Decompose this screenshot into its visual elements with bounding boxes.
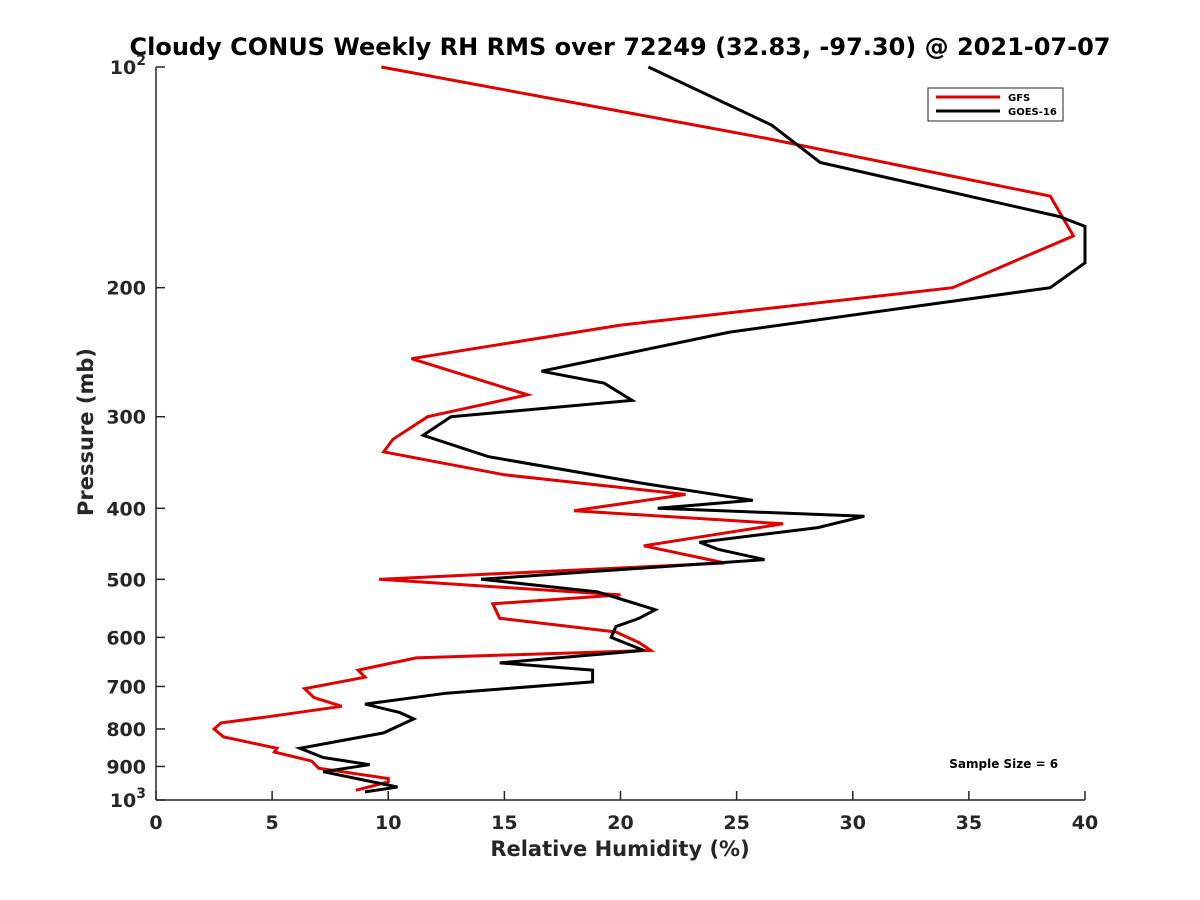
chart-title: Cloudy CONUS Weekly RH RMS over 72249 (3… [130, 33, 1111, 61]
series-line-gfs [211, 65, 1076, 792]
x-axis-label: Relative Humidity (%) [490, 837, 749, 861]
legend-box [927, 87, 1064, 122]
y-tick-label: 103 [110, 786, 146, 812]
x-tick-label: 30 [840, 812, 866, 834]
y-axis-label: Pressure (mb) [74, 348, 98, 516]
y-tick-label: 500 [106, 569, 146, 591]
series-line-goes-16 [294, 65, 1087, 794]
x-tick-label: 25 [723, 812, 749, 834]
sample-size-annotation: Sample Size = 6 [949, 757, 1058, 771]
x-tick-label: 20 [607, 812, 633, 834]
y-tick-label: 400 [106, 498, 146, 520]
legend-label-goes-16: GOES-16 [1008, 107, 1057, 118]
x-tick-label: 5 [266, 812, 279, 834]
y-tick-label: 900 [106, 756, 146, 778]
y-tick-label: 300 [106, 407, 146, 429]
x-tick-label: 0 [149, 812, 162, 834]
x-tick-label: 40 [1072, 812, 1098, 834]
legend-label-gfs: GFS [1008, 93, 1030, 104]
x-tick-label: 35 [956, 812, 982, 834]
x-tick-label: 15 [491, 812, 517, 834]
y-tick-label: 800 [106, 719, 146, 741]
y-tick-label: 600 [106, 627, 146, 649]
plot-area: 0 5 10 15 20 25 30 35 40 102 200 300 400 500 600 700 800… [106, 53, 1098, 834]
y-tick-label: 200 [106, 278, 146, 300]
x-tick-label: 10 [375, 812, 401, 834]
y-tick-label: 102 [110, 53, 146, 79]
y-tick-label: 700 [106, 676, 146, 698]
